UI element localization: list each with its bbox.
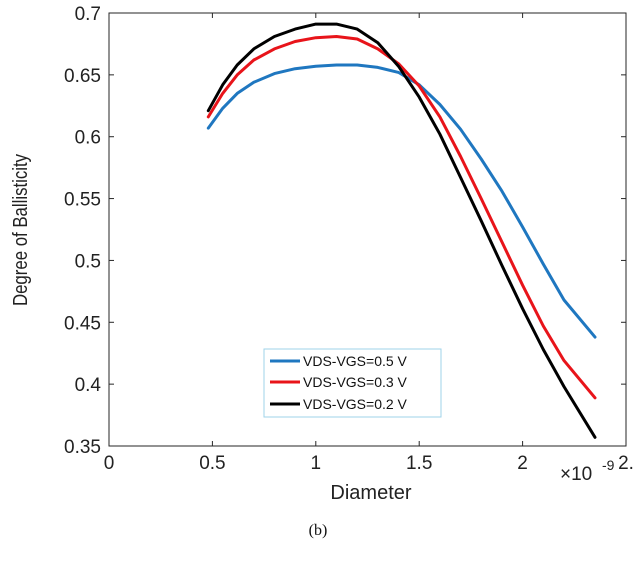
legend-label-0: VDS-VGS=0.5 V (303, 353, 408, 369)
series-line-2 (206, 22, 597, 439)
series-line-1 (206, 35, 597, 400)
y-tick-label: 0.35 (64, 437, 101, 458)
legend-label-1: VDS-VGS=0.3 V (303, 374, 408, 390)
y-tick-label: 0.4 (75, 375, 102, 396)
y-tick-label: 0.45 (64, 313, 101, 334)
x-exponent: ×10 -9 (560, 457, 615, 485)
x-tick-label: 0 (104, 453, 115, 474)
x-tick-label: 1.5 (406, 453, 432, 474)
x-tick-label: 2. (618, 453, 634, 474)
x-exponent-power: -9 (602, 457, 615, 473)
y-tick-label: 0.7 (75, 4, 101, 25)
x-axis-title: Diameter (330, 482, 411, 504)
figure-caption: (b) (308, 522, 328, 539)
y-axis-title: Degree of Ballisticity (9, 153, 32, 306)
x-tick-label: 0.5 (199, 453, 225, 474)
x-tick-label: 1 (311, 453, 322, 474)
y-tick-label: 0.5 (75, 251, 101, 272)
y-tick-label: 0.6 (75, 128, 101, 149)
x-tick-label: 2 (517, 453, 528, 474)
plot-frame (108, 12, 627, 447)
y-tick-label: 0.55 (64, 190, 101, 211)
y-tick-label: 0.65 (64, 66, 101, 87)
legend-label-2: VDS-VGS=0.2 V (303, 396, 408, 412)
legend: VDS-VGS=0.5 V VDS-VGS=0.3 V VDS-VGS=0.2 … (263, 348, 442, 418)
x-exponent-base: ×10 (560, 464, 592, 485)
series-line-0 (206, 63, 597, 339)
